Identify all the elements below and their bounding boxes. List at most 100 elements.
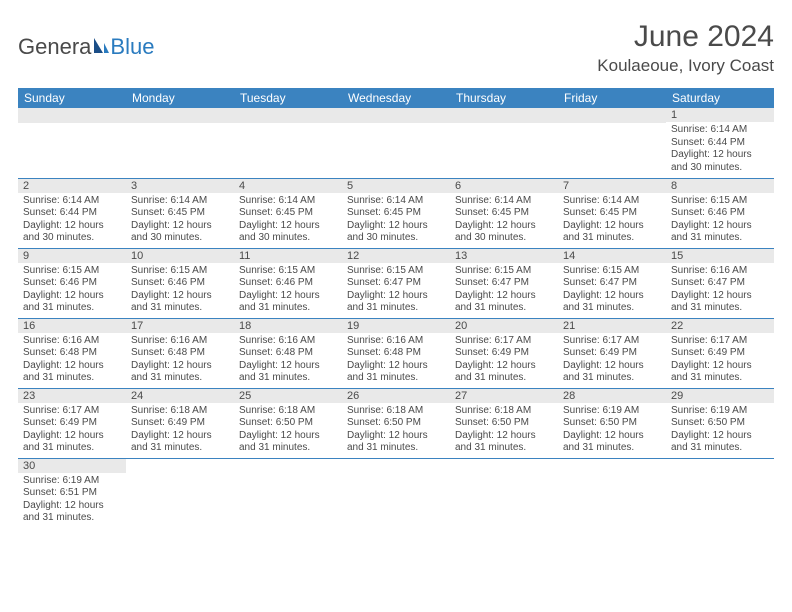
day-number: 17: [126, 319, 234, 333]
calendar-cell: [450, 108, 558, 178]
calendar-cell: 28Sunrise: 6:19 AMSunset: 6:50 PMDayligh…: [558, 388, 666, 458]
calendar-cell: 25Sunrise: 6:18 AMSunset: 6:50 PMDayligh…: [234, 388, 342, 458]
calendar-cell: 12Sunrise: 6:15 AMSunset: 6:47 PMDayligh…: [342, 248, 450, 318]
day-details: Sunrise: 6:14 AMSunset: 6:44 PMDaylight:…: [18, 193, 126, 248]
logo-text-blue: Blue: [110, 34, 154, 60]
day-number-empty: [126, 108, 234, 123]
calendar-cell: [234, 458, 342, 528]
calendar-cell: 22Sunrise: 6:17 AMSunset: 6:49 PMDayligh…: [666, 318, 774, 388]
day-details: Sunrise: 6:15 AMSunset: 6:46 PMDaylight:…: [126, 263, 234, 318]
weekday-header: Friday: [558, 88, 666, 108]
calendar-cell: [666, 458, 774, 528]
calendar-body: 1Sunrise: 6:14 AMSunset: 6:44 PMDaylight…: [18, 108, 774, 528]
calendar-cell: [18, 108, 126, 178]
day-number: 9: [18, 249, 126, 263]
day-details: Sunrise: 6:16 AMSunset: 6:48 PMDaylight:…: [18, 333, 126, 388]
day-number: 27: [450, 389, 558, 403]
day-number-empty: [342, 108, 450, 123]
calendar-cell: 13Sunrise: 6:15 AMSunset: 6:47 PMDayligh…: [450, 248, 558, 318]
day-number: 29: [666, 389, 774, 403]
calendar-cell: 5Sunrise: 6:14 AMSunset: 6:45 PMDaylight…: [342, 178, 450, 248]
day-details: Sunrise: 6:16 AMSunset: 6:47 PMDaylight:…: [666, 263, 774, 318]
day-number: 19: [342, 319, 450, 333]
logo: Genera Blue: [18, 20, 154, 60]
day-number-empty: [234, 108, 342, 123]
day-details: Sunrise: 6:16 AMSunset: 6:48 PMDaylight:…: [126, 333, 234, 388]
day-number: 25: [234, 389, 342, 403]
logo-text-general: Genera: [18, 34, 91, 60]
calendar-cell: 21Sunrise: 6:17 AMSunset: 6:49 PMDayligh…: [558, 318, 666, 388]
day-details: Sunrise: 6:19 AMSunset: 6:50 PMDaylight:…: [666, 403, 774, 458]
day-number: 8: [666, 179, 774, 193]
calendar-cell: 11Sunrise: 6:15 AMSunset: 6:46 PMDayligh…: [234, 248, 342, 318]
day-number: 18: [234, 319, 342, 333]
day-details: Sunrise: 6:15 AMSunset: 6:47 PMDaylight:…: [558, 263, 666, 318]
calendar-cell: [558, 108, 666, 178]
calendar-cell: 4Sunrise: 6:14 AMSunset: 6:45 PMDaylight…: [234, 178, 342, 248]
location: Koulaeoue, Ivory Coast: [597, 56, 774, 76]
day-number: 11: [234, 249, 342, 263]
day-number: 10: [126, 249, 234, 263]
day-details: Sunrise: 6:17 AMSunset: 6:49 PMDaylight:…: [558, 333, 666, 388]
day-number: 3: [126, 179, 234, 193]
weekday-header: Wednesday: [342, 88, 450, 108]
calendar-cell: 14Sunrise: 6:15 AMSunset: 6:47 PMDayligh…: [558, 248, 666, 318]
day-number: 7: [558, 179, 666, 193]
day-details: Sunrise: 6:15 AMSunset: 6:46 PMDaylight:…: [666, 193, 774, 248]
day-details: Sunrise: 6:19 AMSunset: 6:50 PMDaylight:…: [558, 403, 666, 458]
calendar-cell: 27Sunrise: 6:18 AMSunset: 6:50 PMDayligh…: [450, 388, 558, 458]
day-details: Sunrise: 6:17 AMSunset: 6:49 PMDaylight:…: [666, 333, 774, 388]
day-details: Sunrise: 6:18 AMSunset: 6:50 PMDaylight:…: [234, 403, 342, 458]
day-details: Sunrise: 6:14 AMSunset: 6:45 PMDaylight:…: [126, 193, 234, 248]
day-number: 16: [18, 319, 126, 333]
day-number: 4: [234, 179, 342, 193]
day-details: Sunrise: 6:18 AMSunset: 6:50 PMDaylight:…: [450, 403, 558, 458]
calendar-cell: 6Sunrise: 6:14 AMSunset: 6:45 PMDaylight…: [450, 178, 558, 248]
calendar-cell: [342, 458, 450, 528]
weekday-header: Saturday: [666, 88, 774, 108]
calendar-cell: 17Sunrise: 6:16 AMSunset: 6:48 PMDayligh…: [126, 318, 234, 388]
day-details: Sunrise: 6:14 AMSunset: 6:45 PMDaylight:…: [234, 193, 342, 248]
day-number: 2: [18, 179, 126, 193]
day-number: 12: [342, 249, 450, 263]
header-right: June 2024 Koulaeoue, Ivory Coast: [597, 20, 774, 76]
day-number: 23: [18, 389, 126, 403]
calendar-cell: [558, 458, 666, 528]
day-number-empty: [18, 108, 126, 123]
day-number: 26: [342, 389, 450, 403]
day-number: 14: [558, 249, 666, 263]
calendar-cell: [234, 108, 342, 178]
calendar-week-row: 2Sunrise: 6:14 AMSunset: 6:44 PMDaylight…: [18, 178, 774, 248]
calendar-cell: 23Sunrise: 6:17 AMSunset: 6:49 PMDayligh…: [18, 388, 126, 458]
day-details: Sunrise: 6:15 AMSunset: 6:47 PMDaylight:…: [342, 263, 450, 318]
weekday-header: Thursday: [450, 88, 558, 108]
day-details: Sunrise: 6:15 AMSunset: 6:46 PMDaylight:…: [234, 263, 342, 318]
calendar-cell: 18Sunrise: 6:16 AMSunset: 6:48 PMDayligh…: [234, 318, 342, 388]
day-number: 20: [450, 319, 558, 333]
day-number: 28: [558, 389, 666, 403]
day-details: Sunrise: 6:15 AMSunset: 6:46 PMDaylight:…: [18, 263, 126, 318]
day-number: 22: [666, 319, 774, 333]
day-number: 30: [18, 459, 126, 473]
day-details: Sunrise: 6:14 AMSunset: 6:45 PMDaylight:…: [450, 193, 558, 248]
calendar-cell: 24Sunrise: 6:18 AMSunset: 6:49 PMDayligh…: [126, 388, 234, 458]
day-details: Sunrise: 6:16 AMSunset: 6:48 PMDaylight:…: [342, 333, 450, 388]
weekday-header: Tuesday: [234, 88, 342, 108]
calendar-cell: 8Sunrise: 6:15 AMSunset: 6:46 PMDaylight…: [666, 178, 774, 248]
page-header: Genera Blue June 2024 Koulaeoue, Ivory Co…: [18, 20, 774, 76]
day-details: Sunrise: 6:16 AMSunset: 6:48 PMDaylight:…: [234, 333, 342, 388]
calendar-week-row: 23Sunrise: 6:17 AMSunset: 6:49 PMDayligh…: [18, 388, 774, 458]
calendar-week-row: 16Sunrise: 6:16 AMSunset: 6:48 PMDayligh…: [18, 318, 774, 388]
calendar-cell: 19Sunrise: 6:16 AMSunset: 6:48 PMDayligh…: [342, 318, 450, 388]
day-details: Sunrise: 6:18 AMSunset: 6:50 PMDaylight:…: [342, 403, 450, 458]
day-details: Sunrise: 6:17 AMSunset: 6:49 PMDaylight:…: [18, 403, 126, 458]
weekday-header: Monday: [126, 88, 234, 108]
calendar-cell: [450, 458, 558, 528]
day-number: 13: [450, 249, 558, 263]
day-number: 6: [450, 179, 558, 193]
day-details: Sunrise: 6:14 AMSunset: 6:44 PMDaylight:…: [666, 122, 774, 177]
weekday-header: Sunday: [18, 88, 126, 108]
calendar-cell: [126, 458, 234, 528]
day-number: 21: [558, 319, 666, 333]
day-details: Sunrise: 6:19 AMSunset: 6:51 PMDaylight:…: [18, 473, 126, 528]
